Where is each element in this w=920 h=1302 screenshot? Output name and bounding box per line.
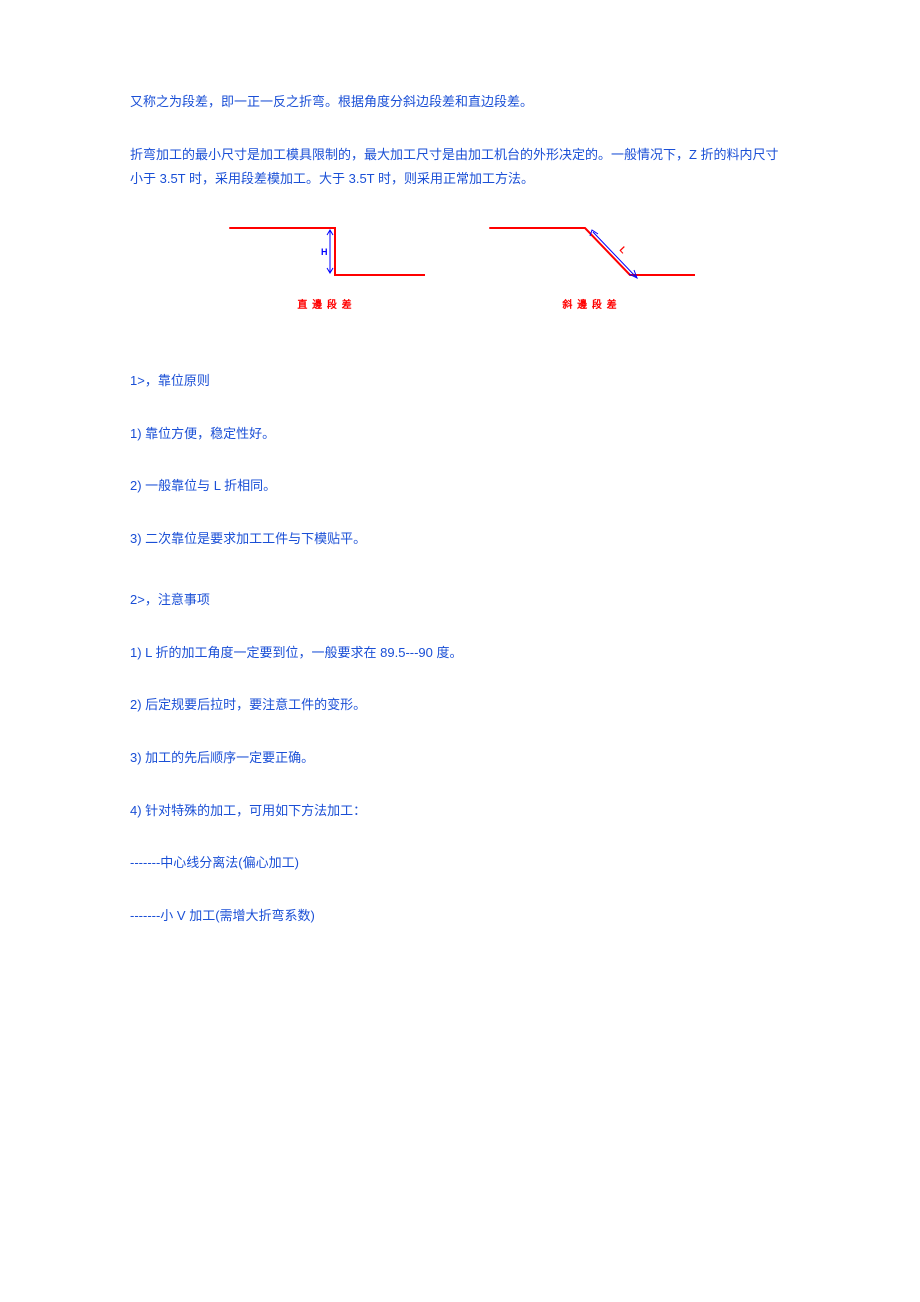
section2-item-3: 3) 加工的先后顺序一定要正确。 [130,750,314,765]
dim-label-l: L [618,245,629,256]
section2-item-1: 1) L 折的加工角度一定要到位，一般要求在 89.5---90 度。 [130,645,463,660]
diagram-angled-label: 斜 邊 段 差 [562,296,617,311]
intro-p1: 又称之为段差，即一正一反之折弯。根据角度分斜边段差和直边段差。 [130,94,533,109]
section1-item-3: 3) 二次靠位是要求加工工件与下模贴平。 [130,531,366,546]
section2-sub-1: -------中心线分离法(偏心加工) [130,855,299,870]
section1-item-1: 1) 靠位方便，稳定性好。 [130,426,275,441]
diagram-straight-svg: H [225,220,425,290]
intro-p2: 折弯加工的最小尺寸是加工模具限制的，最大加工尺寸是由加工机台的外形决定的。一般情… [130,147,779,187]
section2-sub-2: -------小 V 加工(需增大折弯系数) [130,908,315,923]
section1-heading: 1>，靠位原则 [130,373,210,388]
diagram-straight: H 直 邊 段 差 [225,220,425,311]
diagram-straight-label: 直 邊 段 差 [297,296,352,311]
section2-heading: 2>，注意事项 [130,592,210,607]
section1-item-2: 2) 一般靠位与 L 折相同。 [130,478,276,493]
diagram-angled-svg: L [485,220,695,290]
section2-item-4: 4) 针对特殊的加工，可用如下方法加工： [130,803,366,818]
section2-item-2: 2) 后定规要后拉时，要注意工件的变形。 [130,697,366,712]
diagram-angled: L 斜 邊 段 差 [485,220,695,311]
dim-label-h: H [321,247,328,257]
diagram-row: H 直 邊 段 差 L 斜 邊 段 差 [130,220,790,311]
